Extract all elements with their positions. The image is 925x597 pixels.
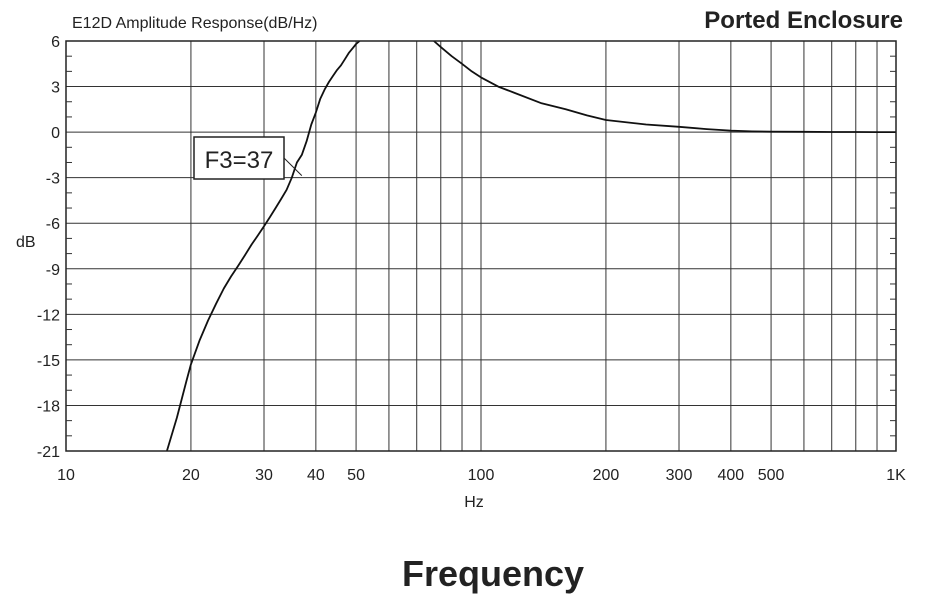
plot-frame — [65, 40, 897, 452]
x-tick-label: 400 — [718, 467, 745, 484]
x-tick-label: 40 — [307, 467, 325, 484]
y-tick-label: -15 — [37, 353, 60, 370]
f3-annotation: F3=37 — [193, 136, 303, 180]
y-tick-label: -12 — [37, 307, 60, 324]
y-tick-label: -9 — [46, 262, 60, 279]
y-tick-label: 6 — [51, 34, 60, 51]
response-line-segment — [433, 40, 896, 133]
y-tick-label: -21 — [37, 444, 60, 461]
x-tick-label: 50 — [347, 467, 365, 484]
grid — [65, 40, 897, 452]
y-tick-label: 3 — [51, 80, 60, 97]
x-tick-label: 300 — [666, 467, 693, 484]
x-tick-label: 20 — [182, 467, 200, 484]
y-tick-label: 0 — [51, 125, 60, 142]
chart-title: E12D Amplitude Response(dB/Hz) — [72, 15, 317, 32]
x-tick-label: 1K — [886, 467, 906, 484]
x-tick-label: 30 — [255, 467, 273, 484]
x-tick-label: 500 — [758, 467, 785, 484]
y-tick-label: -18 — [37, 398, 60, 415]
x-axis-label: Hz — [464, 494, 484, 511]
annotation-text: F3=37 — [205, 147, 274, 174]
x-tick-label: 100 — [468, 467, 495, 484]
annotation-leader — [283, 157, 303, 177]
annotation-box — [193, 136, 285, 180]
y-tick-label: -3 — [46, 171, 60, 188]
y-tick-label: -6 — [46, 216, 60, 233]
response-curve — [166, 40, 896, 452]
frequency-label: Frequency — [402, 553, 584, 594]
x-tick-label: 200 — [593, 467, 620, 484]
response-line-segment — [166, 40, 361, 452]
chart-subtitle: Ported Enclosure — [704, 7, 903, 34]
x-tick-label: 10 — [57, 467, 75, 484]
y-axis-label: dB — [16, 234, 36, 251]
